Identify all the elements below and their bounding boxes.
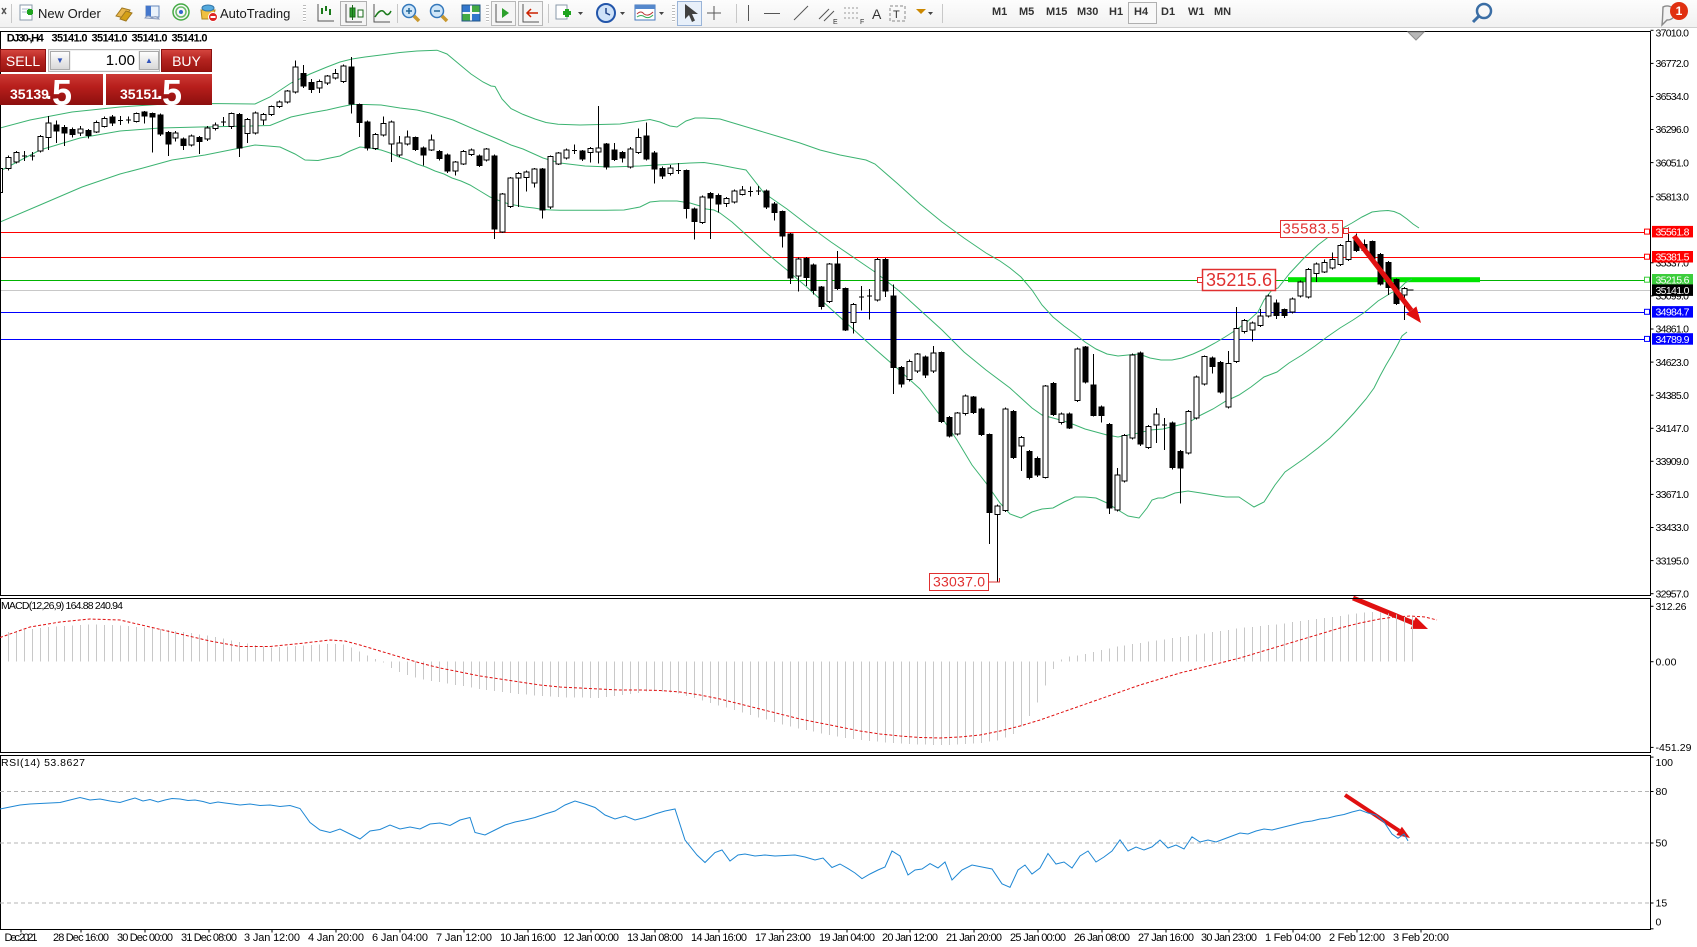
svg-text:3 Jan 12:00: 3 Jan 12:00: [244, 932, 300, 944]
svg-text:27 Jan 16:00: 27 Jan 16:00: [1138, 932, 1194, 944]
svg-text:20 Jan 12:00: 20 Jan 12:00: [882, 932, 938, 944]
svg-text:MACD(12,26,9) 164.88 240.94: MACD(12,26,9) 164.88 240.94: [1, 600, 123, 612]
svg-text:13 Jan 08:00: 13 Jan 08:00: [627, 932, 683, 944]
svg-text:34984.7: 34984.7: [1656, 307, 1690, 319]
svg-text:17 Jan 23:00: 17 Jan 23:00: [755, 932, 811, 944]
svg-text:31 Dec 08:00: 31 Dec 08:00: [181, 932, 237, 944]
svg-text:33671.0: 33671.0: [1656, 489, 1690, 501]
svg-text:14 Jan 16:00: 14 Jan 16:00: [691, 932, 747, 944]
svg-text:35141.0: 35141.0: [132, 33, 168, 45]
svg-text:2 Feb 12:00: 2 Feb 12:00: [1329, 932, 1385, 944]
svg-text:33037.0: 33037.0: [933, 574, 985, 590]
svg-text:34147.0: 34147.0: [1656, 423, 1690, 435]
svg-text:50: 50: [1656, 838, 1668, 850]
svg-text:34789.9: 34789.9: [1656, 334, 1690, 346]
svg-text:35381.5: 35381.5: [1656, 252, 1690, 264]
svg-text:35141.0: 35141.0: [52, 33, 88, 45]
svg-text:35215.6: 35215.6: [1206, 270, 1272, 290]
svg-text:1: 1: [1676, 4, 1683, 18]
svg-text:E: E: [833, 19, 838, 26]
svg-text:7 Jan 12:00: 7 Jan 12:00: [436, 932, 492, 944]
svg-text:F: F: [860, 19, 864, 26]
svg-text:35215.6: 35215.6: [1656, 275, 1690, 287]
svg-text:3 Feb 20:00: 3 Feb 20:00: [1393, 932, 1449, 944]
svg-text:34385.0: 34385.0: [1656, 390, 1690, 402]
svg-text:33433.0: 33433.0: [1656, 522, 1690, 534]
svg-text:30 Dec 00:00: 30 Dec 00:00: [117, 932, 173, 944]
svg-text:35561.8: 35561.8: [1656, 227, 1690, 239]
svg-text:33909.0: 33909.0: [1656, 456, 1690, 468]
svg-text:32957.0: 32957.0: [1656, 588, 1690, 600]
svg-text:15: 15: [1656, 898, 1668, 910]
svg-text:10 Jan 16:00: 10 Jan 16:00: [500, 932, 556, 944]
svg-text:0: 0: [1656, 917, 1662, 929]
svg-text:80: 80: [1656, 786, 1668, 798]
svg-text:35141.0: 35141.0: [92, 33, 128, 45]
svg-text:0.00: 0.00: [1656, 656, 1677, 668]
svg-text:RSI(14) 53.8627: RSI(14) 53.8627: [1, 757, 85, 769]
svg-text:21 Jan 20:00: 21 Jan 20:00: [946, 932, 1002, 944]
svg-text:A: A: [872, 6, 882, 22]
svg-text:28 Dec 16:00: 28 Dec 16:00: [53, 932, 109, 944]
svg-text:DJ30-,H4: DJ30-,H4: [7, 33, 45, 45]
svg-text:26 Jan 08:00: 26 Jan 08:00: [1074, 932, 1130, 944]
svg-text:35141.0: 35141.0: [1656, 285, 1690, 297]
svg-text:19 Jan 04:00: 19 Jan 04:00: [819, 932, 875, 944]
svg-text:37010.0: 37010.0: [1656, 28, 1690, 40]
svg-text:36296.0: 36296.0: [1656, 124, 1690, 136]
svg-text:-451.29: -451.29: [1656, 742, 1692, 754]
svg-text:36534.0: 36534.0: [1656, 91, 1690, 103]
svg-text:35141.0: 35141.0: [172, 33, 208, 45]
svg-text:36051.0: 36051.0: [1656, 157, 1690, 169]
svg-text:6 Jan 04:00: 6 Jan 04:00: [372, 932, 428, 944]
svg-text:Dec 2021: Dec 2021: [5, 932, 38, 944]
svg-text:33195.0: 33195.0: [1656, 555, 1690, 567]
svg-text:25 Jan 00:00: 25 Jan 00:00: [1010, 932, 1066, 944]
svg-text:30 Jan 23:00: 30 Jan 23:00: [1201, 932, 1257, 944]
svg-text:36772.0: 36772.0: [1656, 58, 1690, 70]
svg-text:34623.0: 34623.0: [1656, 357, 1690, 369]
svg-text:12 Jan 00:00: 12 Jan 00:00: [563, 932, 619, 944]
svg-text:34861.0: 34861.0: [1656, 324, 1690, 336]
svg-text:100: 100: [1656, 757, 1674, 769]
svg-text:4 Jan 20:00: 4 Jan 20:00: [308, 932, 364, 944]
svg-text:T: T: [893, 9, 900, 21]
svg-text:1 Feb 04:00: 1 Feb 04:00: [1265, 932, 1321, 944]
svg-text:312.26: 312.26: [1656, 601, 1687, 613]
svg-text:35813.0: 35813.0: [1656, 191, 1690, 203]
svg-text:35583.5: 35583.5: [1283, 221, 1340, 238]
